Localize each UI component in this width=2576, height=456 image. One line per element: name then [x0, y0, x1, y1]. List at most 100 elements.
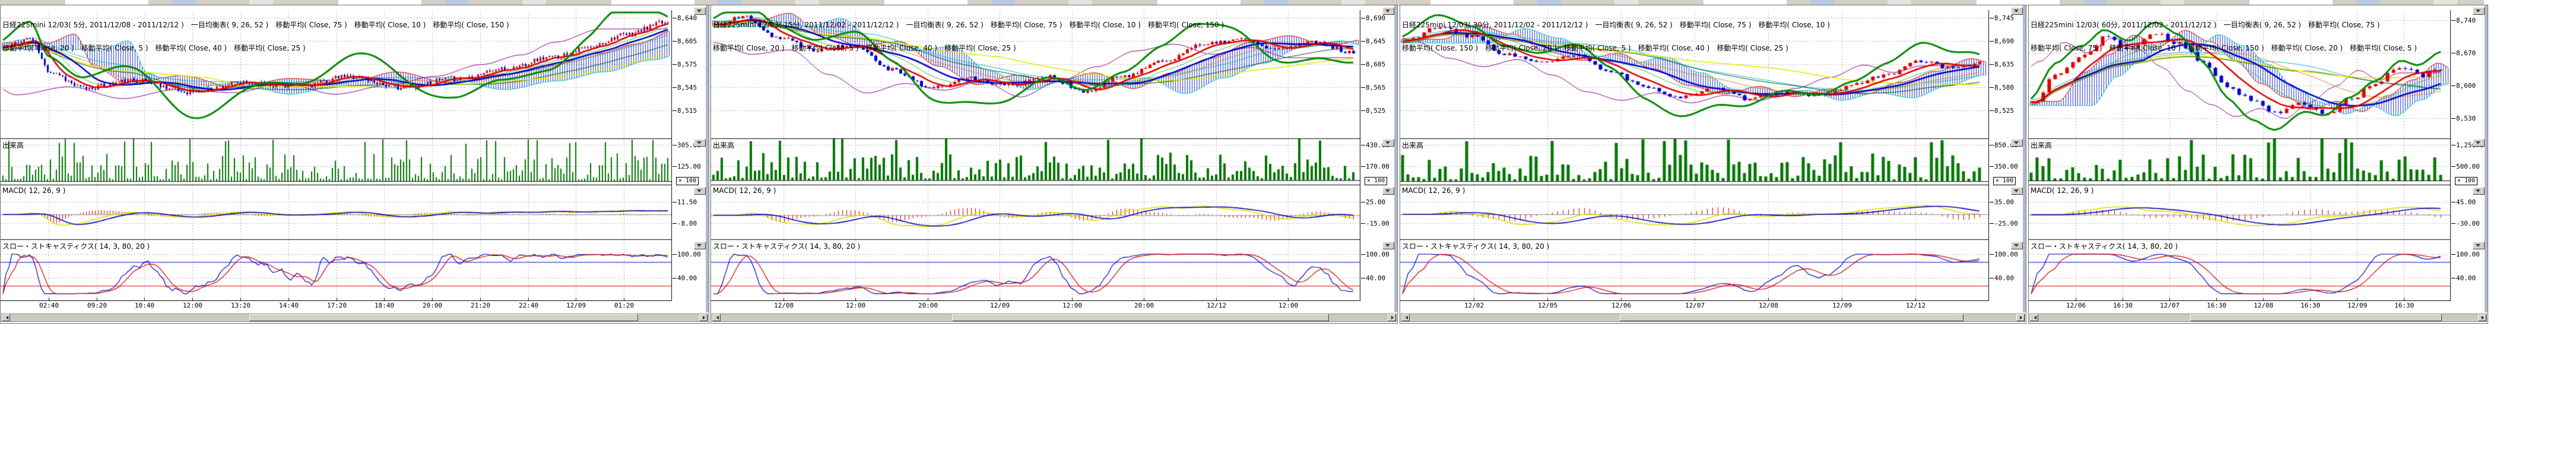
- volume-multiplier-badge: × 100: [1993, 177, 2016, 185]
- time-tick-label: 12/09: [990, 302, 1010, 309]
- time-tick-label: 21:20: [471, 302, 491, 309]
- volume-tick-label: 125.00: [672, 163, 701, 170]
- scroll-right-button[interactable]: [2016, 314, 2025, 321]
- stoch-pane-label: スロー・ストキャスティクス( 14, 3, 80, 20 ): [713, 242, 861, 251]
- scroll-right-button[interactable]: [699, 314, 708, 321]
- macd-pane-label: MACD( 12, 26, 9 ): [1402, 186, 1465, 195]
- pane-dropdown-button[interactable]: [2011, 242, 2023, 249]
- pane-dropdown-button[interactable]: [2011, 187, 2023, 195]
- time-tick-label: 12/09: [2347, 302, 2368, 309]
- price-tick-label: 8,530: [2451, 115, 2476, 122]
- volume-pane-label: 出来高: [2031, 141, 2052, 150]
- stoch-tick-label: 40.00: [672, 274, 697, 282]
- chart-plot[interactable]: [2029, 5, 2451, 301]
- time-tick-label: 22:40: [519, 302, 539, 309]
- time-tick-label: 16:30: [2113, 302, 2133, 309]
- price-axis: × 100 8,740 8,670 8,600 8,530 1,250.00 500.00…: [2451, 5, 2488, 312]
- time-tick-label: 12:00: [1062, 302, 1083, 309]
- chart-title: 日経225mini 12/03( 30分, 2011/12/02 - 2011/…: [1402, 6, 1830, 68]
- chart-plot[interactable]: [711, 5, 1361, 301]
- chart-title-line2: 移動平均( Close, 75 ) 移動平均( Close, 10 ) 移動平均…: [2031, 44, 2417, 52]
- time-tick-label: 12/08: [774, 302, 794, 309]
- time-tick-label: 12/07: [1685, 302, 1705, 309]
- chart-plot[interactable]: [1400, 5, 1990, 301]
- macd-tick-label: -30.00: [2451, 220, 2480, 227]
- chart-window-1: 日経225mini 12/03( 5分, 2011/12/08 - 2011/1…: [0, 5, 709, 324]
- scroll-left-button[interactable]: [712, 314, 721, 321]
- window-edge-strip: [706, 5, 709, 312]
- time-tick-label: 12/05: [1538, 302, 1558, 309]
- macd-tick-label: 35.00: [1989, 198, 2015, 206]
- price-axis: × 100 8,690 8,645 8,605 8,565 8,525 430.00 170…: [1360, 5, 1397, 312]
- horizontal-scrollbar[interactable]: [1401, 314, 2025, 322]
- time-tick-label: 12/06: [1611, 302, 1632, 309]
- time-tick-label: 12/07: [2160, 302, 2180, 309]
- window-edge-strip: [1394, 5, 1397, 312]
- stoch-tick-label: 100.00: [1990, 251, 2018, 258]
- time-tick-label: 12:00: [846, 302, 866, 309]
- macd-tick-label: -15.00: [1361, 220, 1389, 227]
- horizontal-scrollbar[interactable]: [712, 314, 1397, 322]
- volume-tick-label: 350.00: [1990, 163, 2018, 170]
- price-tick-label: 8,605: [1360, 61, 1386, 68]
- macd-pane-label: MACD( 12, 26, 9 ): [2031, 186, 2094, 195]
- chart-title-line1: 日経225mini 12/03( 60分, 2011/12/02 - 2011/…: [2031, 21, 2380, 29]
- chart-title: 日経225mini 12/03( 15分, 2011/12/02 - 2011/…: [713, 6, 1224, 68]
- pane-dropdown-button[interactable]: [2473, 242, 2485, 249]
- pane-dropdown-button[interactable]: [1382, 242, 1394, 249]
- time-tick-label: 12/06: [2066, 302, 2086, 309]
- chart-window-2: 日経225mini 12/03( 15分, 2011/12/02 - 2011/…: [710, 5, 1398, 324]
- pane-dropdown-button[interactable]: [2473, 7, 2485, 15]
- time-axis: 02:40 09:20 10:40 12:00 13:20 14:40 17:20 18:40…: [1, 302, 672, 309]
- volume-tick-label: 170.00: [1361, 163, 1389, 170]
- macd-tick-label: 11.50: [672, 198, 697, 206]
- pane-dropdown-button[interactable]: [694, 187, 706, 195]
- scrollbar-thumb[interactable]: [1620, 314, 1963, 321]
- stoch-tick-label: 40.00: [1360, 274, 1386, 282]
- chart-window-4: 日経225mini 12/03( 60分, 2011/12/02 - 2011/…: [2028, 5, 2488, 324]
- time-tick-label: 12/08: [2254, 302, 2274, 309]
- time-tick-label: 12/09: [1832, 302, 1852, 309]
- price-tick-label: 8,740: [2451, 17, 2476, 24]
- pane-dropdown-button[interactable]: [694, 242, 706, 249]
- scrollbar-thumb[interactable]: [952, 314, 1329, 321]
- scroll-right-button[interactable]: [1388, 314, 1396, 321]
- scroll-left-button[interactable]: [2, 314, 10, 321]
- volume-multiplier-badge: × 100: [676, 177, 699, 185]
- time-tick-label: 01:20: [614, 302, 635, 309]
- volume-pane-label: 出来高: [2, 141, 24, 150]
- scroll-left-button[interactable]: [2030, 314, 2038, 321]
- scrollbar-thumb[interactable]: [249, 314, 638, 321]
- time-tick-label: 12/12: [1906, 302, 1926, 309]
- price-tick-label: 8,565: [1360, 84, 1386, 91]
- price-tick-label: 8,640: [672, 14, 697, 22]
- pane-dropdown-button[interactable]: [1382, 139, 1394, 147]
- stoch-tick-label: 40.00: [1989, 274, 2015, 282]
- pane-dropdown-button[interactable]: [2473, 187, 2485, 195]
- stoch-tick-label: 100.00: [1361, 251, 1389, 258]
- pane-dropdown-button[interactable]: [1382, 187, 1394, 195]
- scrollbar-thumb[interactable]: [2190, 314, 2442, 321]
- pane-dropdown-button[interactable]: [694, 139, 706, 147]
- horizontal-scrollbar[interactable]: [2029, 314, 2487, 322]
- volume-pane-label: 出来高: [713, 141, 735, 150]
- price-tick-label: 8,525: [1989, 107, 2015, 115]
- macd-tick-label: -25.00: [1990, 220, 2018, 227]
- scroll-left-button[interactable]: [1401, 314, 1410, 321]
- pane-dropdown-button[interactable]: [2011, 139, 2023, 147]
- price-tick-label: 8,645: [1360, 37, 1386, 45]
- time-tick-label: 10:40: [135, 302, 155, 309]
- pane-dropdown-button[interactable]: [2473, 139, 2485, 147]
- macd-pane-label: MACD( 12, 26, 9 ): [2, 186, 66, 195]
- horizontal-scrollbar[interactable]: [1, 314, 708, 322]
- scroll-right-button[interactable]: [2478, 314, 2486, 321]
- chart-plot[interactable]: [1, 5, 672, 301]
- volume-tick-label: 500.00: [2451, 163, 2480, 170]
- chart-title-line2: 移動平均( Close, 20 ) 移動平均( Close, 5 ) 移動平均(…: [713, 44, 1016, 52]
- pane-dropdown-button[interactable]: [2011, 7, 2023, 15]
- time-tick-label: 16:30: [2207, 302, 2227, 309]
- chart-title: 日経225mini 12/03( 5分, 2011/12/08 - 2011/1…: [2, 6, 509, 68]
- price-tick-label: 8,600: [2451, 82, 2476, 90]
- pane-dropdown-button[interactable]: [694, 7, 706, 15]
- pane-dropdown-button[interactable]: [1382, 7, 1394, 15]
